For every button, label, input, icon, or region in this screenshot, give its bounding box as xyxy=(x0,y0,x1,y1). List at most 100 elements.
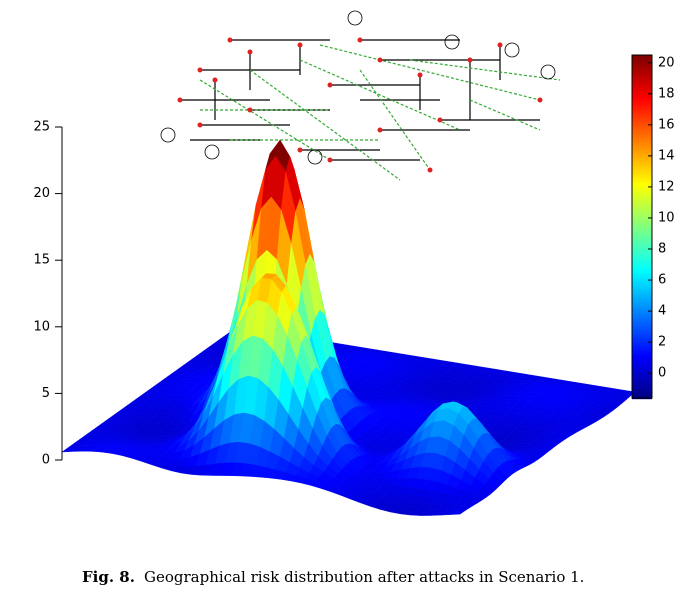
colorbar-cell xyxy=(632,139,652,142)
colorbar-cell xyxy=(632,179,652,182)
colorbar-cell xyxy=(632,223,652,226)
colorbar-tick-label: 12 xyxy=(658,179,675,194)
colorbar-cell xyxy=(632,337,652,340)
colorbar-cell xyxy=(632,95,652,98)
colorbar-cell xyxy=(632,369,652,372)
colorbar-cell xyxy=(632,239,652,242)
colorbar-cell xyxy=(632,189,652,192)
colorbar-cell xyxy=(632,119,652,122)
colorbar-cell xyxy=(632,257,652,260)
colorbar-cell xyxy=(632,245,652,248)
colorbar-cell xyxy=(632,259,652,262)
colorbar-cell xyxy=(632,381,652,384)
colorbar-cell xyxy=(632,321,652,324)
colorbar-cell xyxy=(632,71,652,74)
colorbar-tick-label: 8 xyxy=(658,242,666,257)
caption-text: Geographical risk distribution after att… xyxy=(144,568,584,586)
colorbar-cell xyxy=(632,247,652,250)
colorbar-cell xyxy=(632,319,652,322)
colorbar-tick-label: 14 xyxy=(658,148,675,163)
colorbar-cell xyxy=(632,209,652,212)
colorbar-tick-label: 4 xyxy=(658,304,666,319)
caption-label: Fig. 8. xyxy=(82,568,135,586)
colorbar-cell xyxy=(632,331,652,334)
colorbar-tick-label: 18 xyxy=(658,86,675,101)
colorbar-cell xyxy=(632,339,652,342)
colorbar-cell xyxy=(632,173,652,176)
colorbar-cell xyxy=(632,265,652,268)
network-diagram xyxy=(160,10,561,181)
colorbar-cell xyxy=(632,395,652,398)
colorbar-cell xyxy=(632,145,652,148)
colorbar-cell xyxy=(632,347,652,350)
axes: 0 5 10 15 20 25 xyxy=(33,120,63,468)
colorbar-cell xyxy=(632,269,652,272)
colorbar-cell xyxy=(632,75,652,78)
colorbar-cell xyxy=(632,243,652,246)
colorbar-cell xyxy=(632,359,652,362)
colorbar-cell xyxy=(632,183,652,186)
colorbar-cell xyxy=(632,117,652,120)
colorbar-cell xyxy=(632,83,652,86)
colorbar-cell xyxy=(632,91,652,94)
colorbar-cell xyxy=(632,89,652,92)
colorbar-cell xyxy=(632,69,652,72)
colorbar-cell xyxy=(632,255,652,258)
colorbar-cell xyxy=(632,59,652,62)
colorbar-cell xyxy=(632,105,652,108)
colorbar-cell xyxy=(632,349,652,352)
colorbar-cell xyxy=(632,115,652,118)
colorbar-cell xyxy=(632,199,652,202)
colorbar-cell xyxy=(632,159,652,162)
z-tick-label: 25 xyxy=(33,120,50,135)
colorbar-cell xyxy=(632,219,652,222)
colorbar-cell xyxy=(632,137,652,140)
colorbar-cell xyxy=(632,205,652,208)
colorbar-cell xyxy=(632,201,652,204)
colorbar-cell xyxy=(632,233,652,236)
colorbar-cell xyxy=(632,341,652,344)
colorbar-cell xyxy=(632,231,652,234)
colorbar-cell xyxy=(632,203,652,206)
z-tick-label: 20 xyxy=(33,186,50,201)
colorbar-cell xyxy=(632,315,652,318)
colorbar-cell xyxy=(632,303,652,306)
colorbar-cell xyxy=(632,335,652,338)
colorbar-cell xyxy=(632,351,652,354)
colorbar-cell xyxy=(632,93,652,96)
colorbar-cell xyxy=(632,169,652,172)
colorbar-cell xyxy=(632,111,652,114)
colorbar-cell xyxy=(632,361,652,364)
colorbar-cell xyxy=(632,109,652,112)
colorbar-cell xyxy=(632,307,652,310)
colorbar-cell xyxy=(632,277,652,280)
colorbar-cell xyxy=(632,131,652,134)
colorbar-cell xyxy=(632,175,652,178)
colorbar-cell xyxy=(632,367,652,370)
colorbar-cell xyxy=(632,167,652,170)
colorbar-tick-label: 10 xyxy=(658,210,675,225)
colorbar-cell xyxy=(632,113,652,116)
colorbar-cell xyxy=(632,293,652,296)
colorbar-cell xyxy=(632,211,652,214)
colorbar-cell xyxy=(632,291,652,294)
colorbar-frame xyxy=(631,54,653,399)
colorbar-cell xyxy=(632,171,652,174)
colorbar-cell xyxy=(632,67,652,70)
colorbar-cell xyxy=(632,263,652,266)
colorbar-cell xyxy=(632,333,652,336)
colorbar-cell xyxy=(632,353,652,356)
colorbar-cell xyxy=(632,221,652,224)
colorbar-cell xyxy=(632,261,652,264)
colorbar-cell xyxy=(632,305,652,308)
colorbar-cell xyxy=(632,311,652,314)
colorbar-cell xyxy=(632,249,652,252)
colorbar-tick-label: 0 xyxy=(658,366,666,381)
colorbar-cell xyxy=(632,143,652,146)
colorbar-cell xyxy=(632,373,652,376)
colorbar-cell xyxy=(632,123,652,126)
colorbar-cell xyxy=(632,383,652,386)
colorbar-cell xyxy=(632,393,652,396)
colorbar: 0 2 4 6 8 10 12 14 16 18 20 xyxy=(631,54,675,400)
colorbar-cell xyxy=(632,63,652,66)
